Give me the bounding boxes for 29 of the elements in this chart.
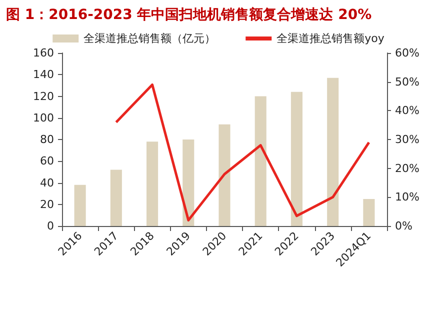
y2-tick-label: 60% <box>395 46 420 60</box>
y2-tick-label: 20% <box>395 162 420 175</box>
legend-label: 全渠道推总销售额（亿元） <box>84 32 216 45</box>
y-tick-label: 120 <box>33 90 54 103</box>
bar <box>146 142 158 226</box>
bar <box>327 78 339 226</box>
y2-tick-label: 30% <box>395 133 420 146</box>
y-tick-label: 60 <box>40 154 54 168</box>
y-tick-label: 100 <box>33 111 54 124</box>
legend-label: 全渠道推总销售额yoy <box>276 32 385 45</box>
bar <box>218 124 230 226</box>
bar <box>182 140 194 226</box>
bar <box>290 92 302 226</box>
y-tick-label: 140 <box>33 68 54 82</box>
y2-tick-label: 0% <box>395 220 412 232</box>
y-tick-label: 20 <box>40 198 54 211</box>
y-tick-label: 0 <box>47 220 54 232</box>
y-tick-label: 80 <box>40 133 54 146</box>
y-tick-label: 40 <box>40 176 54 190</box>
bar <box>254 96 266 226</box>
bar <box>110 170 122 226</box>
y2-tick-label: 50% <box>395 75 420 88</box>
y2-tick-label: 10% <box>395 190 420 204</box>
y-tick-label: 160 <box>33 46 54 60</box>
line-series <box>114 83 370 222</box>
bar <box>363 198 375 226</box>
chart-title: 图 1：2016-2023 年中国扫地机销售额复合增速达 20% <box>6 6 372 24</box>
y2-tick-label: 40% <box>395 104 420 118</box>
bar <box>74 184 86 226</box>
